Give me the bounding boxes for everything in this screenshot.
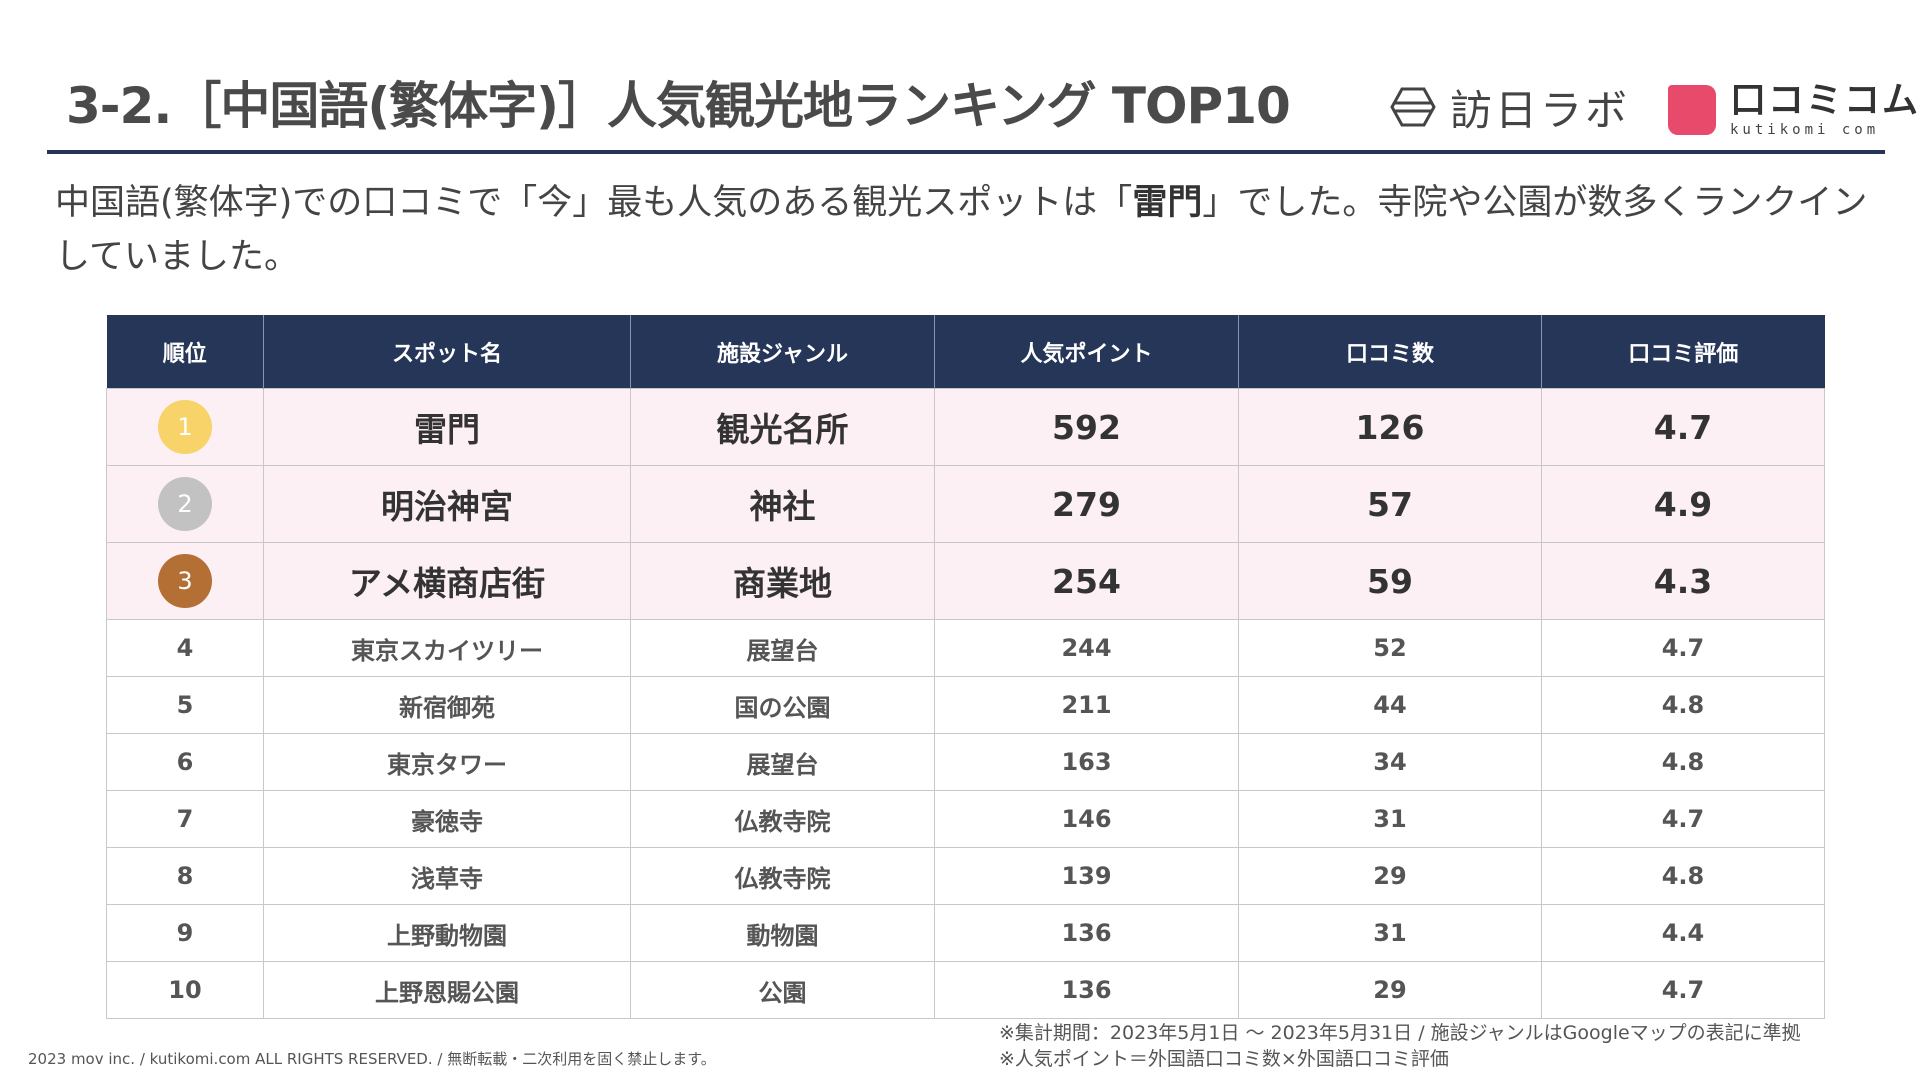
rating-cell: 4.7 xyxy=(1541,619,1825,677)
header-rank: 順位 xyxy=(106,315,264,389)
reviews-cell: 29 xyxy=(1238,961,1542,1019)
title-divider xyxy=(47,150,1885,154)
rating-cell: 4.8 xyxy=(1541,847,1825,905)
spot-name-cell: 雷門 xyxy=(263,388,631,466)
spot-name-cell: 東京タワー xyxy=(263,733,631,791)
rating-cell: 4.7 xyxy=(1541,790,1825,848)
spot-name-cell: 豪徳寺 xyxy=(263,790,631,848)
genre-cell: 神社 xyxy=(630,465,935,543)
genre-cell: 商業地 xyxy=(630,542,935,620)
table-row: 8 浅草寺 仏教寺院 139 29 4.8 xyxy=(106,847,1825,905)
silver-medal-icon: 2 xyxy=(158,477,212,531)
table-row: 5 新宿御苑 国の公園 211 44 4.8 xyxy=(106,676,1825,734)
points-cell: 211 xyxy=(934,676,1239,734)
rating-cell: 4.4 xyxy=(1541,904,1825,962)
houni-lab-logo-text: 訪日ラボ xyxy=(1450,85,1631,135)
rank-cell: 5 xyxy=(106,676,264,734)
rating-cell: 4.7 xyxy=(1541,388,1825,466)
rank-cell: 3 xyxy=(106,542,264,620)
table-row: 2 明治神宮 神社 279 57 4.9 xyxy=(106,465,1825,543)
hexagon-logo-icon xyxy=(1390,87,1436,127)
bronze-medal-icon: 3 xyxy=(158,554,212,608)
header-genre: 施設ジャンル xyxy=(630,315,935,389)
reviews-cell: 31 xyxy=(1238,790,1542,848)
points-cell: 163 xyxy=(934,733,1239,791)
spot-name-cell: 新宿御苑 xyxy=(263,676,631,734)
copyright-footer: 2023 mov inc. / kutikomi.com ALL RIGHTS … xyxy=(28,1050,716,1068)
reviews-cell: 34 xyxy=(1238,733,1542,791)
intro-highlight: 雷門 xyxy=(1132,183,1203,223)
kutikomi-logo-en: kutikomi com xyxy=(1730,122,1880,138)
spot-name-cell: 東京スカイツリー xyxy=(263,619,631,677)
points-cell: 146 xyxy=(934,790,1239,848)
header-spot-name: スポット名 xyxy=(263,315,631,389)
genre-cell: 観光名所 xyxy=(630,388,935,466)
rating-cell: 4.3 xyxy=(1541,542,1825,620)
genre-cell: 動物園 xyxy=(630,904,935,962)
spot-name-cell: アメ横商店街 xyxy=(263,542,631,620)
rank-cell: 1 xyxy=(106,388,264,466)
rank-cell: 2 xyxy=(106,465,264,543)
table-row: 7 豪徳寺 仏教寺院 146 31 4.7 xyxy=(106,790,1825,848)
table-row: 6 東京タワー 展望台 163 34 4.8 xyxy=(106,733,1825,791)
points-cell: 136 xyxy=(934,961,1239,1019)
genre-cell: 仏教寺院 xyxy=(630,790,935,848)
footnote-period: ※集計期間：2023年5月1日 ～ 2023年5月31日 / 施設ジャンルはGo… xyxy=(999,1022,1801,1044)
header-reviews: 口コミ数 xyxy=(1238,315,1542,389)
genre-cell: 仏教寺院 xyxy=(630,847,935,905)
genre-cell: 公園 xyxy=(630,961,935,1019)
reviews-cell: 126 xyxy=(1238,388,1542,466)
spot-name-cell: 明治神宮 xyxy=(263,465,631,543)
header-rating: 口コミ評価 xyxy=(1541,315,1825,389)
intro-text: 中国語(繁体字)での口コミで「今」最も人気のある観光スポットは「雷門」でした。寺… xyxy=(55,176,1875,284)
kutikomi-logo: 口コミコム kutikomi com xyxy=(1668,80,1919,140)
spot-name-cell: 上野動物園 xyxy=(263,904,631,962)
table-header-row: 順位 スポット名 施設ジャンル 人気ポイント 口コミ数 口コミ評価 xyxy=(106,315,1825,389)
rank-cell: 8 xyxy=(106,847,264,905)
table-row: 9 上野動物園 動物園 136 31 4.4 xyxy=(106,904,1825,962)
reviews-cell: 59 xyxy=(1238,542,1542,620)
footnotes: ※集計期間：2023年5月1日 ～ 2023年5月31日 / 施設ジャンルはGo… xyxy=(999,1020,1879,1072)
table-row: 1 雷門 観光名所 592 126 4.7 xyxy=(106,388,1825,466)
footnote-points: ※人気ポイント＝外国語口コミ数×外国語口コミ評価 xyxy=(999,1048,1449,1070)
reviews-cell: 44 xyxy=(1238,676,1542,734)
gold-medal-icon: 1 xyxy=(158,400,212,454)
rating-cell: 4.8 xyxy=(1541,676,1825,734)
points-cell: 244 xyxy=(934,619,1239,677)
genre-cell: 展望台 xyxy=(630,619,935,677)
table-row: 4 東京スカイツリー 展望台 244 52 4.7 xyxy=(106,619,1825,677)
table-row: 10 上野恩賜公園 公園 136 29 4.7 xyxy=(106,961,1825,1019)
intro-text-after: 」でした。寺院や公園が数多くランクインしていました。 xyxy=(55,183,1868,277)
rating-cell: 4.8 xyxy=(1541,733,1825,791)
points-cell: 279 xyxy=(934,465,1239,543)
speech-bubble-icon xyxy=(1668,85,1716,135)
reviews-cell: 31 xyxy=(1238,904,1542,962)
rank-cell: 4 xyxy=(106,619,264,677)
reviews-cell: 29 xyxy=(1238,847,1542,905)
table-row: 3 アメ横商店街 商業地 254 59 4.3 xyxy=(106,542,1825,620)
ranking-table: 順位 スポット名 施設ジャンル 人気ポイント 口コミ数 口コミ評価 1 雷門 観… xyxy=(106,315,1825,1019)
rank-cell: 6 xyxy=(106,733,264,791)
rating-cell: 4.7 xyxy=(1541,961,1825,1019)
rank-cell: 7 xyxy=(106,790,264,848)
reviews-cell: 52 xyxy=(1238,619,1542,677)
houni-lab-logo: 訪日ラボ xyxy=(1390,82,1630,135)
points-cell: 136 xyxy=(934,904,1239,962)
kutikomi-logo-jp: 口コミコム xyxy=(1730,80,1919,121)
points-cell: 139 xyxy=(934,847,1239,905)
rating-cell: 4.9 xyxy=(1541,465,1825,543)
spot-name-cell: 浅草寺 xyxy=(263,847,631,905)
points-cell: 254 xyxy=(934,542,1239,620)
spot-name-cell: 上野恩賜公園 xyxy=(263,961,631,1019)
genre-cell: 国の公園 xyxy=(630,676,935,734)
intro-text-before: 中国語(繁体字)での口コミで「今」最も人気のある観光スポットは「 xyxy=(55,183,1133,223)
header-points: 人気ポイント xyxy=(934,315,1239,389)
genre-cell: 展望台 xyxy=(630,733,935,791)
reviews-cell: 57 xyxy=(1238,465,1542,543)
page-title: 3-2.［中国語(繁体字)］人気観光地ランキング TOP10 xyxy=(66,77,1291,135)
points-cell: 592 xyxy=(934,388,1239,466)
rank-cell: 10 xyxy=(106,961,264,1019)
rank-cell: 9 xyxy=(106,904,264,962)
